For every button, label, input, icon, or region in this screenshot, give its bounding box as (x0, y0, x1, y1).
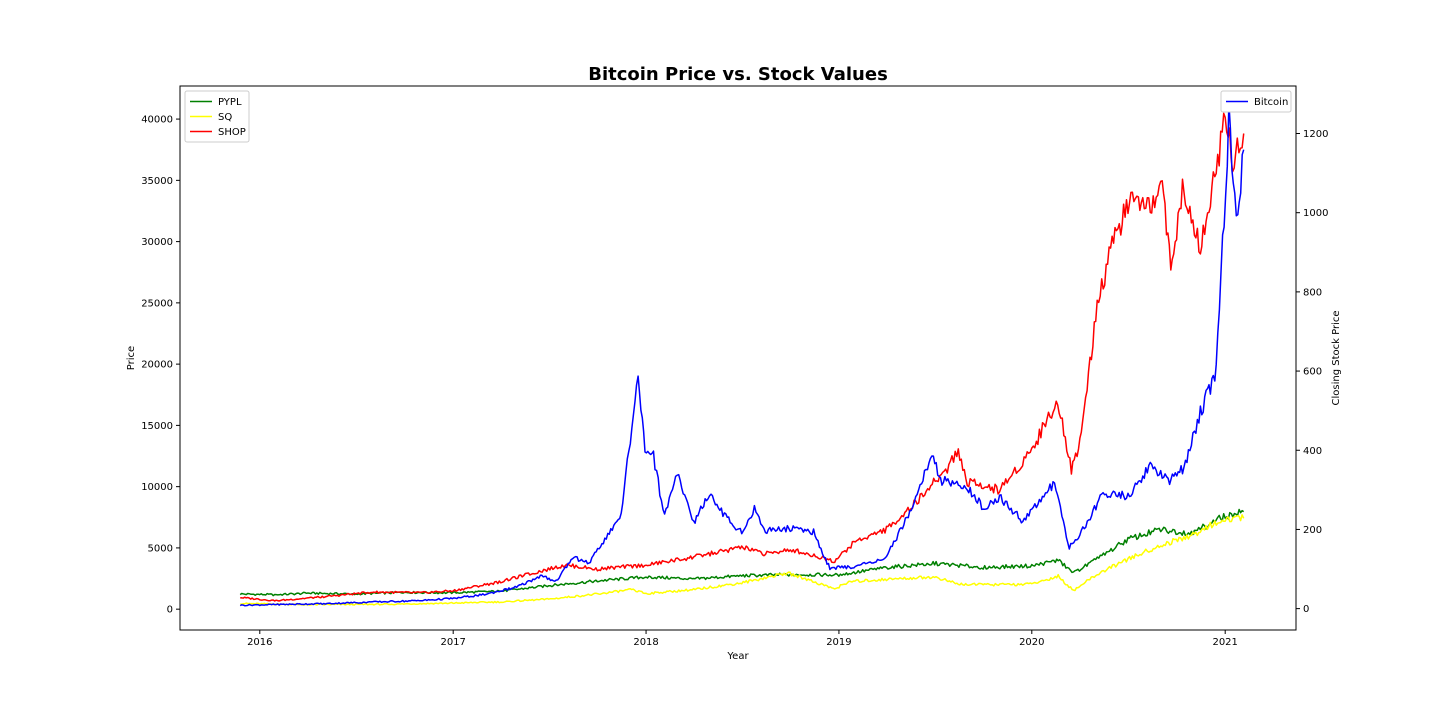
y-tick-label: 15000 (141, 421, 173, 432)
y-tick-label: 0 (167, 605, 173, 616)
y2-tick-label: 1200 (1303, 129, 1328, 140)
y2-tick-label: 0 (1303, 604, 1309, 615)
series-line-shop (240, 112, 1245, 602)
y-tick-label: 25000 (141, 298, 173, 309)
y2-tick-label: 800 (1303, 287, 1322, 298)
y2-tick-label: 600 (1303, 367, 1322, 378)
x-tick-label: 2019 (826, 637, 851, 648)
series-line-pypl (239, 508, 1245, 597)
y-tick-label: 20000 (141, 360, 173, 371)
plot-area (239, 102, 1245, 607)
legend-entry: SHOP (218, 127, 246, 138)
y-tick-label: 10000 (141, 482, 173, 493)
y2-tick-label: 200 (1303, 525, 1322, 536)
y-axis-right: 0 200 400 600 800 1000 1200 (1296, 129, 1328, 615)
y-axis-label: Price (126, 346, 137, 370)
y-axis-left: 0 5000 10000 15000 20000 25000 30000 35000 40000 (141, 115, 180, 616)
y2-tick-label: 1000 (1303, 208, 1328, 219)
x-tick-label: 2018 (633, 637, 658, 648)
legend-left: PYPL SQ SHOP (184, 90, 250, 143)
legend-entry: Bitcoin (1254, 97, 1288, 108)
x-tick-label: 2017 (440, 637, 465, 648)
series-layer (239, 102, 1245, 607)
x-axis: 2016 2017 2018 2019 2020 2021 (247, 630, 1238, 648)
series-line-sq (240, 514, 1245, 606)
x-axis-label: Year (726, 651, 749, 662)
y2-axis-label: Closing Stock Price (1331, 311, 1342, 406)
chart-title: Bitcoin Price vs. Stock Values (588, 64, 888, 85)
legend-entry: PYPL (218, 97, 242, 108)
y-tick-label: 40000 (141, 115, 173, 126)
x-tick-label: 2016 (247, 637, 272, 648)
x-tick-label: 2021 (1212, 637, 1237, 648)
legend-entry: SQ (218, 112, 232, 123)
legend-box (1220, 90, 1292, 113)
y-tick-label: 35000 (141, 176, 173, 187)
series-line-bitcoin (239, 102, 1245, 607)
x-tick-label: 2020 (1019, 637, 1044, 648)
y-tick-label: 30000 (141, 237, 173, 248)
legend-right: Bitcoin (1220, 90, 1292, 113)
legend-box (184, 90, 250, 143)
y2-tick-label: 400 (1303, 446, 1322, 457)
plot-frame (179, 85, 1297, 631)
y-tick-label: 5000 (148, 543, 173, 554)
